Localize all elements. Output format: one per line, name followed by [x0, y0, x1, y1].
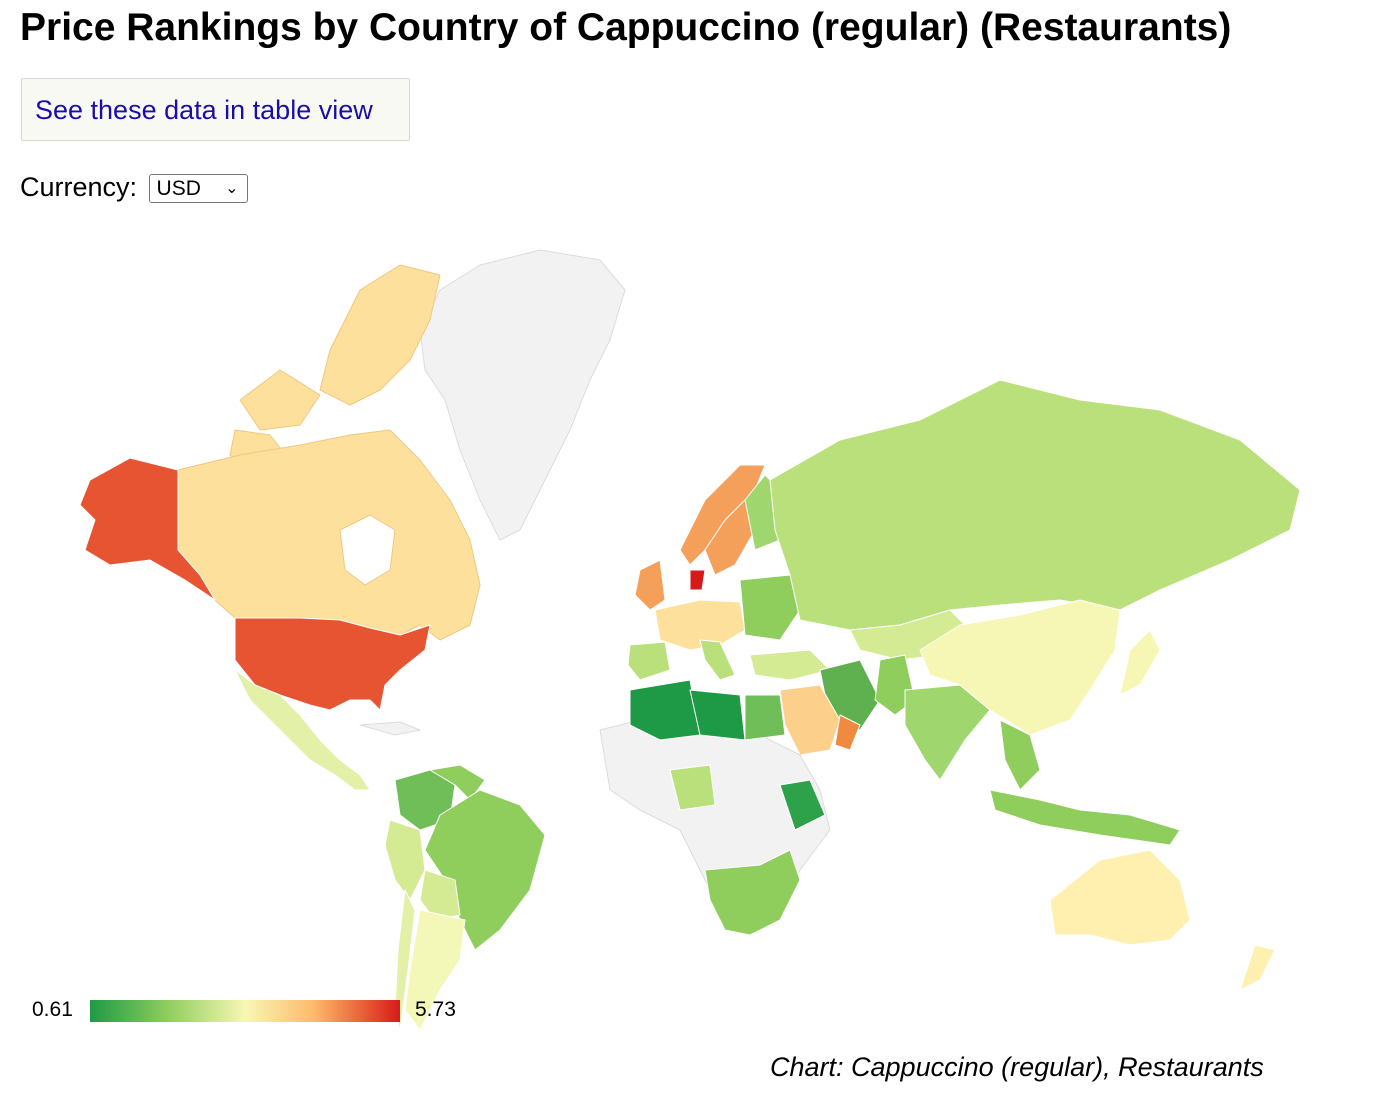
country-east-europe[interactable]: [739, 574, 801, 641]
country-west-europe[interactable]: [654, 599, 746, 651]
country-saudi-arabia[interactable]: [779, 684, 841, 756]
table-view-link[interactable]: See these data in table view: [35, 95, 373, 125]
country-canada-islands[interactable]: [319, 264, 441, 406]
country-argentina[interactable]: [404, 909, 466, 1031]
country-southern-africa[interactable]: [704, 849, 801, 936]
country-turkey[interactable]: [749, 649, 831, 681]
country-indonesia[interactable]: [989, 789, 1181, 846]
country-japan[interactable]: [1119, 629, 1161, 696]
world-map-svg: [79, 249, 1301, 1031]
chart-caption: Chart: Cappuccino (regular), Restaurants: [770, 1052, 1264, 1082]
currency-select[interactable]: USD ⌄: [148, 174, 248, 204]
country-italy[interactable]: [699, 639, 736, 681]
currency-label: Currency:: [20, 172, 138, 202]
country-brazil[interactable]: [424, 789, 546, 951]
table-view-box: See these data in table view: [21, 78, 410, 141]
country-oman[interactable]: [834, 714, 861, 751]
color-legend: 0.61 5.73: [0, 990, 480, 1030]
legend-max-value: 5.73: [415, 998, 456, 1021]
country-denmark[interactable]: [689, 569, 706, 591]
country-alaska[interactable]: [79, 457, 216, 601]
currency-selected-value: USD: [156, 177, 201, 201]
country-new-zealand[interactable]: [1239, 944, 1276, 991]
country-australia[interactable]: [1049, 849, 1191, 946]
country-cuba[interactable]: [359, 721, 421, 736]
hudson-bay: [339, 514, 396, 586]
world-map: [0, 230, 1383, 1050]
legend-min-value: 0.61: [32, 998, 73, 1021]
country-greenland[interactable]: [419, 249, 626, 541]
country-venezuela[interactable]: [429, 764, 486, 801]
page-title: Price Rankings by Country of Cappuccino …: [20, 6, 1232, 49]
country-se-asia[interactable]: [999, 719, 1041, 791]
country-nigeria[interactable]: [669, 764, 716, 811]
country-uk[interactable]: [634, 559, 666, 611]
country-russia[interactable]: [769, 379, 1301, 631]
country-chile[interactable]: [394, 889, 416, 1031]
country-peru[interactable]: [384, 819, 426, 901]
country-canada-islands-2[interactable]: [239, 369, 321, 431]
country-iberia[interactable]: [627, 641, 671, 681]
country-algeria[interactable]: [629, 679, 701, 741]
chevron-down-icon: ⌄: [225, 180, 239, 198]
currency-row: Currency: USD ⌄: [20, 170, 248, 204]
country-mexico[interactable]: [234, 669, 371, 791]
country-egypt[interactable]: [744, 694, 786, 741]
country-canada[interactable]: [177, 429, 481, 641]
legend-gradient-bar: [90, 1000, 400, 1022]
country-ethiopia[interactable]: [779, 779, 826, 831]
country-china[interactable]: [919, 599, 1121, 736]
